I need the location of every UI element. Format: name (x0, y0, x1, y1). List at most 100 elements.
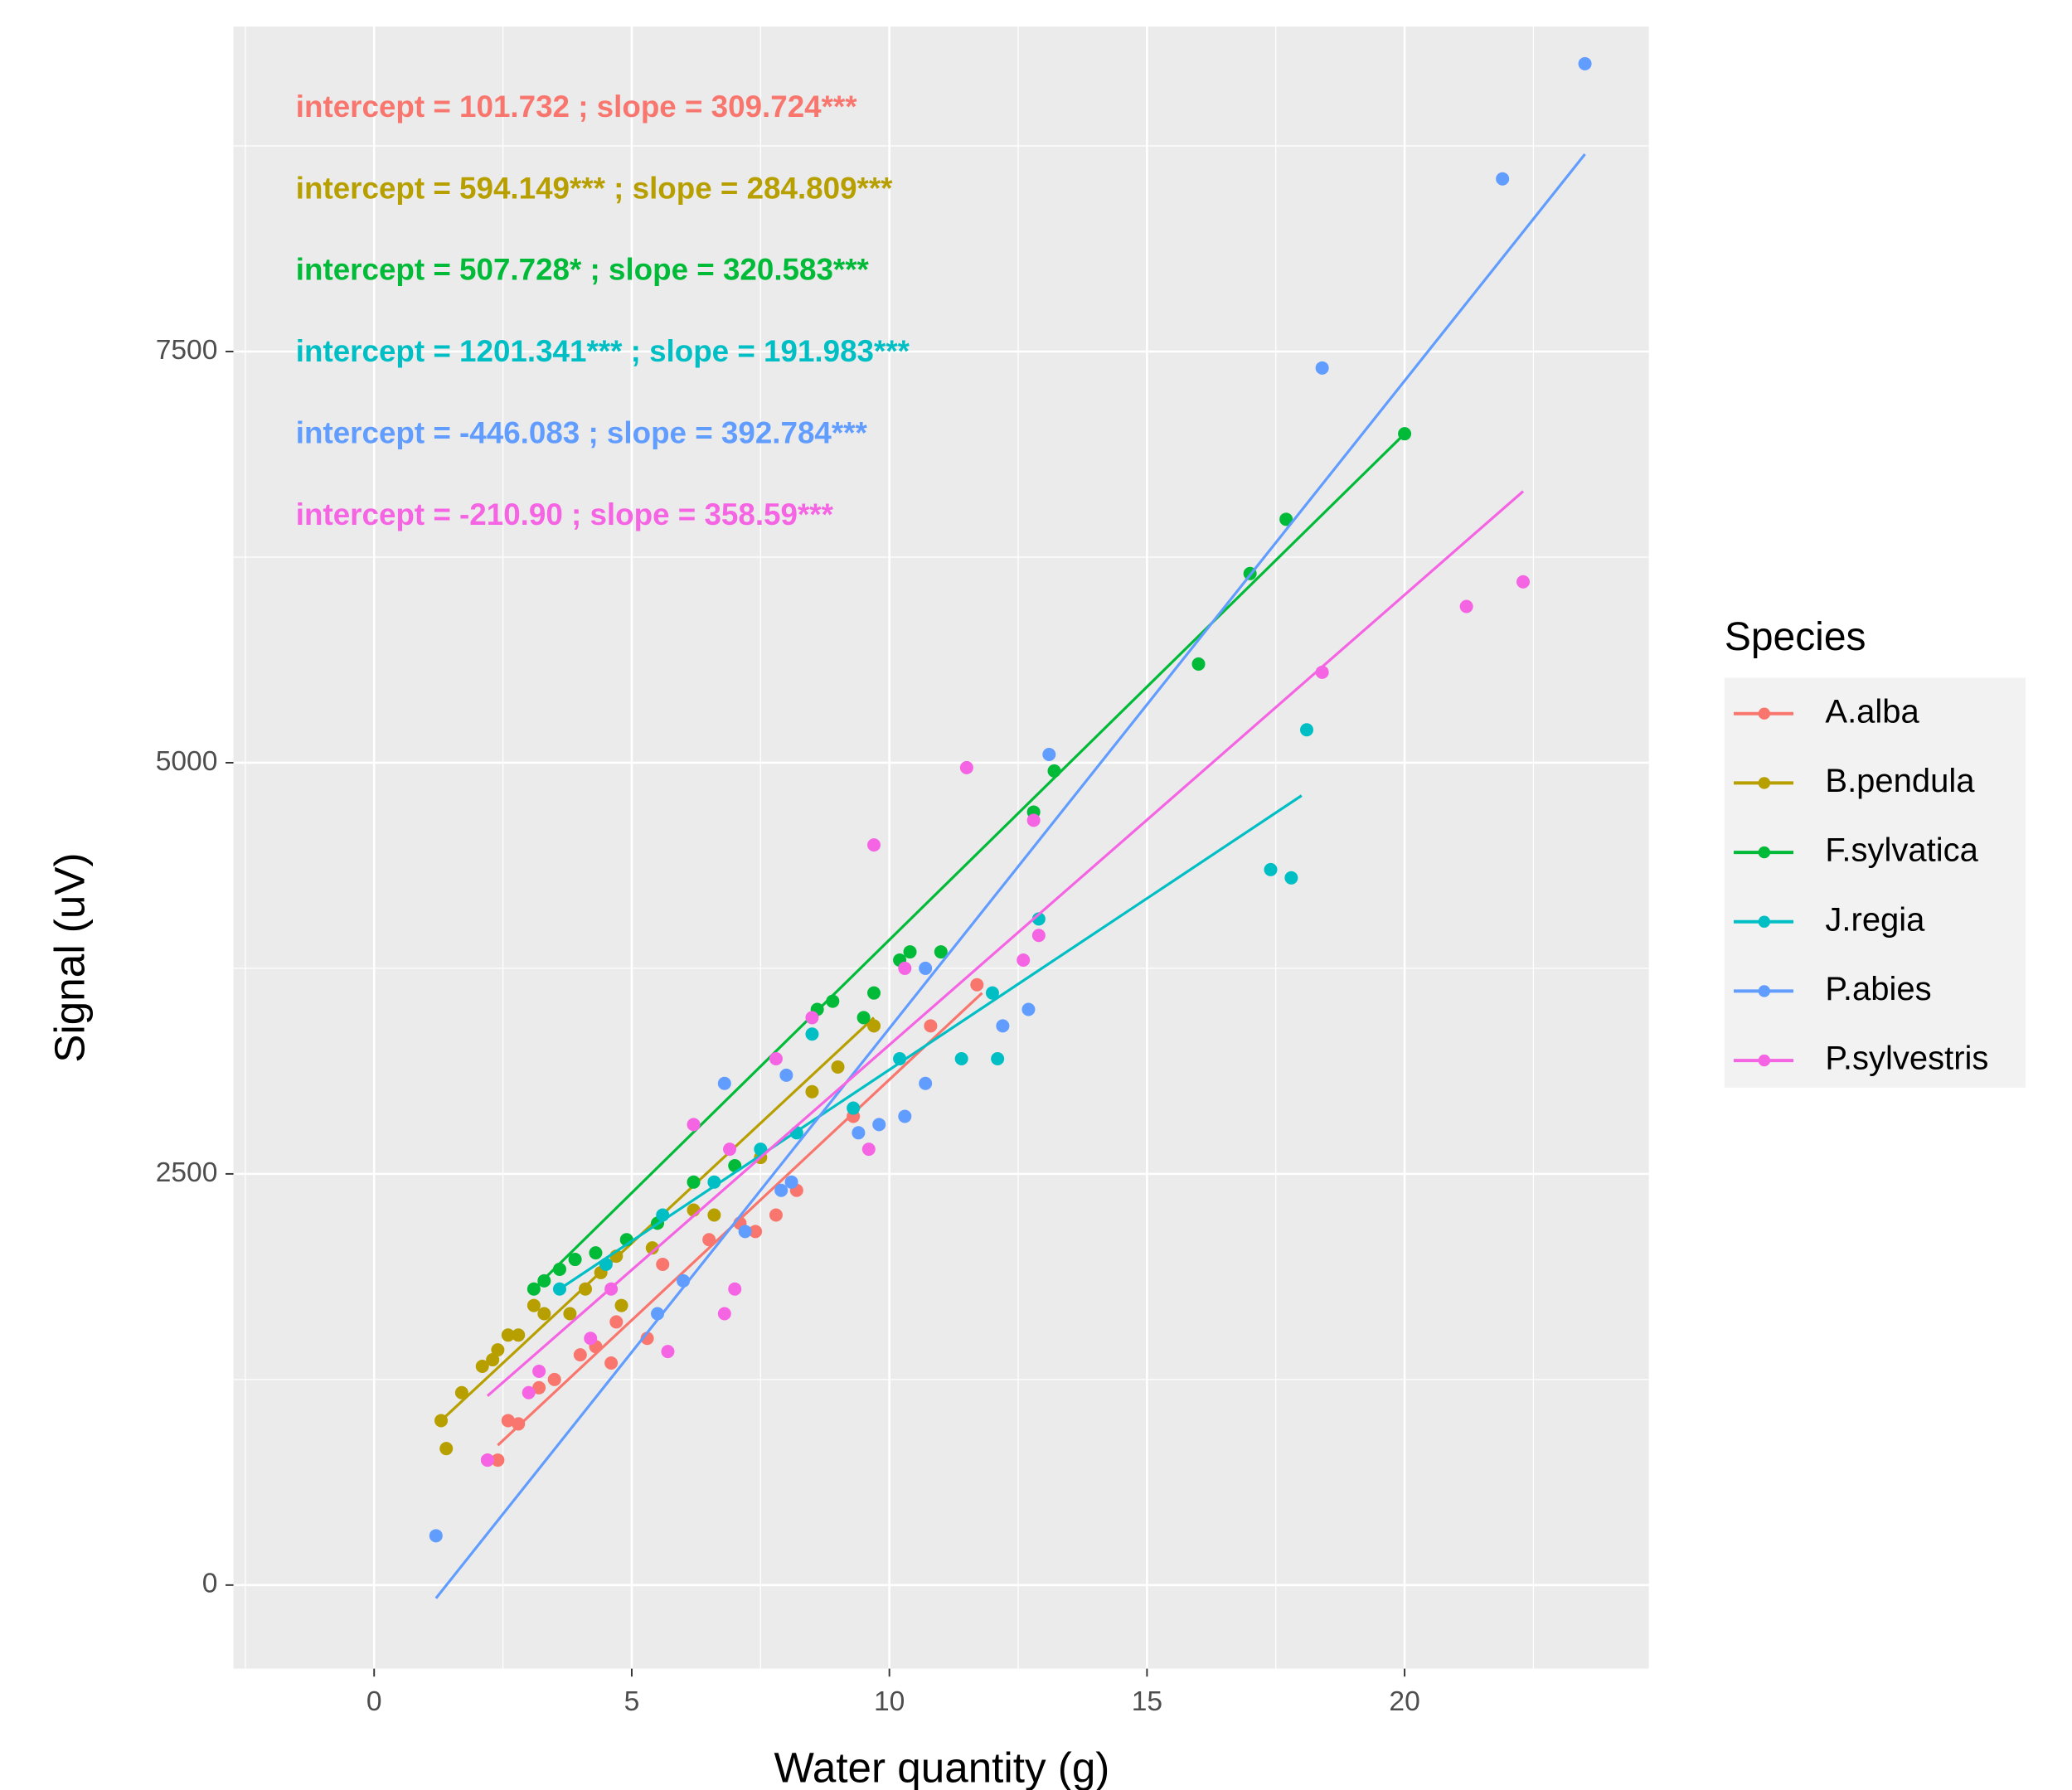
point (526, 1282, 541, 1296)
point (522, 1385, 536, 1399)
point (661, 1345, 675, 1359)
fit-annotation: intercept = 101.732 ; slope = 309.724*** (296, 90, 857, 124)
point (1279, 512, 1293, 526)
y-tick-label: 7500 (156, 335, 218, 366)
point (656, 1208, 670, 1222)
legend-label: A.alba (1825, 693, 1919, 730)
point (552, 1262, 566, 1276)
fit-annotation: intercept = 507.728* ; slope = 320.583**… (296, 253, 870, 287)
point (532, 1364, 546, 1378)
point (784, 1175, 798, 1189)
point (532, 1380, 546, 1395)
point (1516, 575, 1531, 589)
fit-annotation: intercept = 1201.341*** ; slope = 191.98… (296, 334, 910, 368)
legend-key-point (1758, 707, 1771, 720)
legend-key-point (1758, 1054, 1771, 1067)
point (702, 1233, 716, 1247)
point (486, 1353, 500, 1367)
point (1459, 599, 1473, 614)
point (717, 1307, 731, 1321)
fit-annotation: intercept = -446.083 ; slope = 392.784**… (296, 415, 868, 449)
point (856, 1011, 871, 1025)
point (537, 1307, 551, 1321)
fit-line (532, 433, 1406, 1290)
fit-annotation: intercept = 594.149*** ; slope = 284.809… (296, 171, 893, 205)
point (429, 1529, 443, 1543)
point (861, 1142, 876, 1157)
fit-line (486, 490, 1525, 1397)
marks (429, 56, 1592, 1599)
point (439, 1442, 454, 1456)
point (537, 1273, 551, 1288)
point (707, 1175, 721, 1189)
point (867, 986, 881, 1000)
x-tick-label: 15 (1132, 1686, 1162, 1717)
point (852, 1126, 866, 1140)
point (826, 994, 840, 1008)
point (738, 1225, 752, 1239)
fit-annotation: intercept = -210.90 ; slope = 358.59*** (296, 497, 834, 531)
point (563, 1307, 577, 1321)
point (774, 1183, 789, 1197)
legend-key-point (1758, 985, 1771, 997)
point (769, 1052, 783, 1066)
point (970, 977, 984, 992)
point (707, 1208, 721, 1222)
point (526, 1298, 541, 1312)
point (614, 1298, 628, 1312)
legend: A.alba B.pendula F.sylvatica J.regia P.abies… (1734, 693, 1988, 1077)
point (1026, 813, 1041, 827)
point (501, 1414, 515, 1428)
point (959, 760, 973, 774)
point (1315, 361, 1329, 375)
point (991, 1052, 1005, 1066)
point (728, 1282, 742, 1296)
point (1578, 56, 1592, 70)
point (579, 1282, 593, 1296)
y-tick-label: 5000 (156, 746, 218, 777)
point (919, 1076, 933, 1090)
legend-key-point (1758, 915, 1771, 928)
legend-label: J.regia (1825, 901, 1925, 938)
point (779, 1068, 793, 1082)
point (589, 1246, 603, 1260)
point (805, 1027, 819, 1041)
point (512, 1417, 526, 1431)
legend-title: Species (1725, 615, 1866, 659)
point (491, 1453, 505, 1467)
point (584, 1332, 598, 1346)
point (1300, 723, 1314, 737)
point (805, 1011, 819, 1025)
legend-label: P.abies (1825, 971, 1931, 1007)
x-tick-label: 20 (1389, 1686, 1419, 1717)
point (867, 838, 881, 852)
point (609, 1315, 624, 1329)
point (1315, 665, 1329, 679)
point (491, 1343, 505, 1357)
point (919, 961, 933, 975)
point (512, 1328, 526, 1342)
point (985, 986, 999, 1000)
point (475, 1359, 489, 1373)
point (547, 1372, 561, 1386)
point (599, 1257, 613, 1271)
point (604, 1282, 619, 1296)
point (1017, 953, 1031, 967)
point (677, 1273, 691, 1288)
point (903, 945, 917, 959)
x-tick-label: 0 (366, 1686, 382, 1717)
point (573, 1348, 587, 1362)
point (872, 1118, 886, 1132)
point (1496, 172, 1510, 186)
point (934, 945, 948, 959)
point (754, 1142, 768, 1157)
grid (233, 26, 1649, 1669)
point (552, 1282, 566, 1296)
point (1284, 871, 1298, 885)
point (1047, 764, 1061, 778)
legend-label: P.sylvestris (1825, 1041, 1988, 1077)
point (723, 1142, 737, 1157)
point (749, 1225, 763, 1239)
